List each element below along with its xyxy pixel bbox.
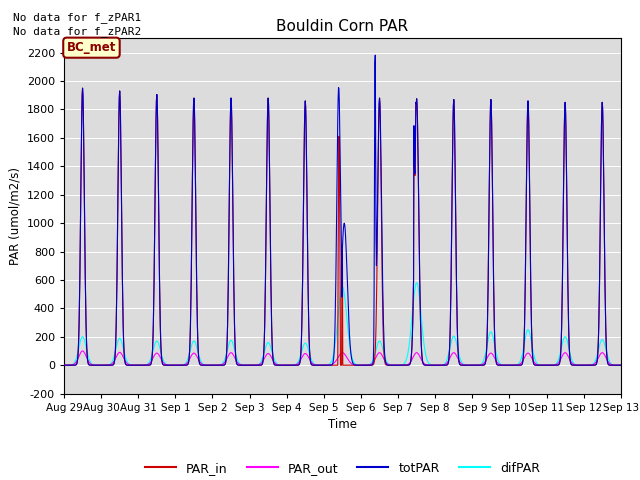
Text: No data for f_zPAR1: No data for f_zPAR1	[13, 12, 141, 23]
Y-axis label: PAR (umol/m2/s): PAR (umol/m2/s)	[8, 167, 21, 265]
Text: No data for f_zPAR2: No data for f_zPAR2	[13, 26, 141, 37]
Title: Bouldin Corn PAR: Bouldin Corn PAR	[276, 20, 408, 35]
Text: BC_met: BC_met	[67, 41, 116, 54]
X-axis label: Time: Time	[328, 418, 357, 431]
Legend: PAR_in, PAR_out, totPAR, difPAR: PAR_in, PAR_out, totPAR, difPAR	[140, 456, 545, 480]
